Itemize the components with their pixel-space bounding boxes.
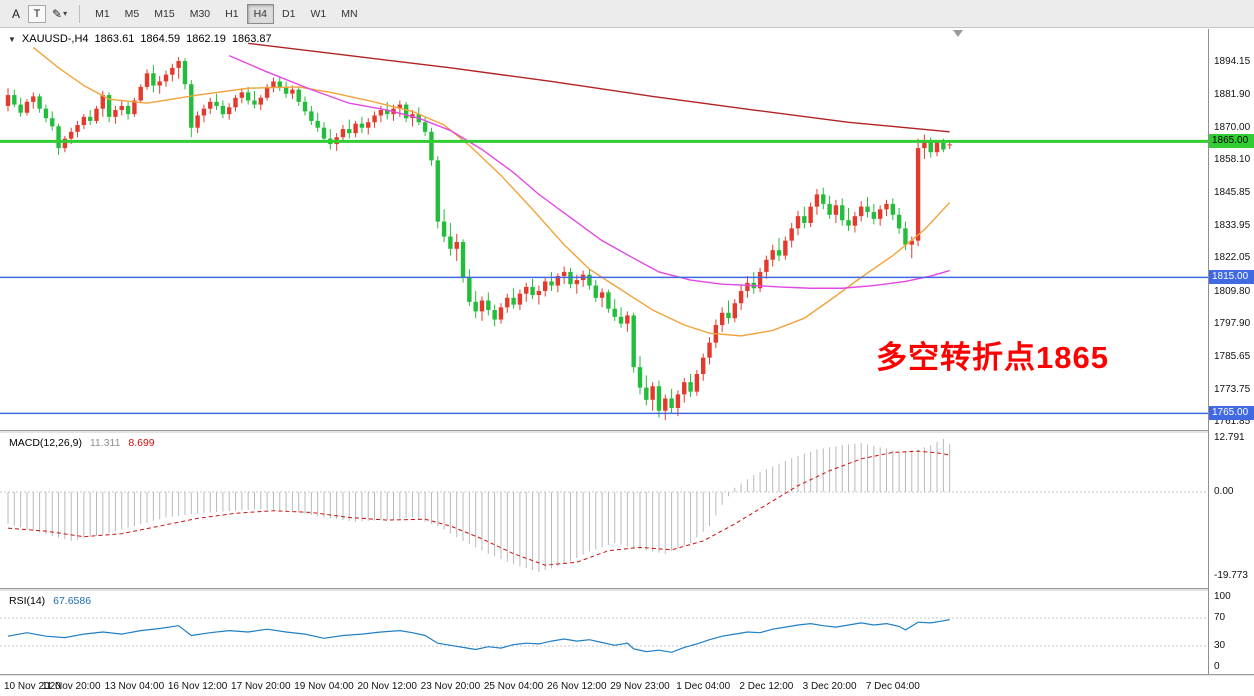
ma-fast-orange xyxy=(32,46,951,337)
ma-slow-darkred xyxy=(248,42,950,133)
timeframe-button-m5[interactable]: M5 xyxy=(124,7,140,20)
time-axis[interactable]: 10 Nov 2020 11 Nov 20:00 13 Nov 04:00 16 No… xyxy=(0,677,1208,696)
macd-signal-value: 8.699 xyxy=(128,437,155,449)
price-axis[interactable]: 1894.15 1881.90 1870.00 1858.10 1845.85 1833.… xyxy=(1208,29,1254,674)
timeframe-group: M1 M5 M15 M30 H1 H4 D1 W1 MN xyxy=(88,3,364,24)
time-axis-label: 19 Nov 04:00 xyxy=(294,681,354,692)
price-axis-label: 1822.05 xyxy=(1214,252,1251,264)
macd-panel[interactable] xyxy=(0,434,1208,588)
panel-separator[interactable] xyxy=(0,588,1254,592)
time-axis-label: 23 Nov 20:00 xyxy=(420,681,481,692)
rsi-panel[interactable] xyxy=(0,592,1208,674)
rsi-axis-label: 0 xyxy=(1214,661,1220,672)
ohlc-open: 1863.61 xyxy=(94,33,135,45)
symbol-timeframe-label: XAUUSD-,H4 xyxy=(21,33,89,45)
time-axis-label: 16 Nov 12:00 xyxy=(167,681,228,692)
price-axis-label: 1797.90 xyxy=(1214,317,1251,329)
timeframe-button-m30[interactable]: M30 xyxy=(189,7,211,20)
time-axis-label: 26 Nov 12:00 xyxy=(547,681,607,692)
price-axis-label: 1845.85 xyxy=(1214,187,1251,199)
timeframe-button-w1[interactable]: W1 xyxy=(310,7,327,20)
rsi-value: 67.6586 xyxy=(53,595,92,607)
price-axis-label: 1773.75 xyxy=(1214,383,1251,395)
ohlc-high: 1864.59 xyxy=(140,33,181,45)
rsi-axis-label: 30 xyxy=(1214,640,1226,651)
timeframe-button-mn[interactable]: MN xyxy=(341,7,358,20)
draw-tool-button[interactable]: ✎ ▾ xyxy=(48,4,71,24)
panel-separator[interactable] xyxy=(0,674,1254,677)
text-tool-button[interactable]: T xyxy=(28,4,46,23)
time-axis-label: 3 Dec 20:00 xyxy=(802,681,857,692)
time-axis-label: 13 Nov 04:00 xyxy=(104,681,165,692)
macd-indicator-label: MACD(12,26,9) 11.311 8.699 xyxy=(9,437,155,449)
chevron-down-icon: ▾ xyxy=(63,9,68,18)
candlestick-chart[interactable] xyxy=(0,29,1208,430)
rsi-axis-label: 100 xyxy=(1214,591,1231,602)
panel-separator[interactable] xyxy=(0,430,1254,434)
chart-symbol-header: ▼ XAUUSD-,H4 1863.61 1864.59 1862.19 186… xyxy=(8,33,272,45)
rsi-name: RSI(14) xyxy=(9,595,46,607)
price-axis-label: 1761.85 xyxy=(1214,416,1251,427)
chart-annotation[interactable]: 多空转折点1865 xyxy=(876,340,1109,375)
time-axis-label: 25 Nov 04:00 xyxy=(483,681,544,692)
hline-price-label: 1815.00 xyxy=(1209,270,1254,285)
time-axis-label: 10 Nov 2020 xyxy=(4,681,61,692)
time-axis-label: 29 Nov 23:00 xyxy=(610,681,670,692)
rsi-indicator-label: RSI(14) 67.6586 xyxy=(9,595,91,607)
toolbar: A T ✎ ▾ M1 M5 M15 M30 H1 H4 D1 W1 MN xyxy=(0,0,1254,28)
hline-price-label: 1865.00 xyxy=(1209,134,1254,149)
macd-axis-label: 0.00 xyxy=(1214,486,1234,497)
price-axis-label: 1870.00 xyxy=(1214,121,1251,133)
timeframe-button-m1[interactable]: M1 xyxy=(95,7,110,20)
timeframe-button-h1[interactable]: H1 xyxy=(225,7,239,20)
time-axis-label: 1 Dec 04:00 xyxy=(676,681,731,692)
tool-a-button[interactable]: A xyxy=(6,4,26,24)
macd-axis-label: -19.773 xyxy=(1214,570,1248,582)
price-axis-label: 1785.65 xyxy=(1214,351,1251,363)
price-axis-label: 1809.80 xyxy=(1214,285,1251,297)
ma-mid-magenta xyxy=(228,54,950,289)
tool-a-label: A xyxy=(11,6,20,21)
hline-price-label: 1765.00 xyxy=(1209,406,1254,421)
chart-shift-marker[interactable] xyxy=(953,30,963,37)
macd-name: MACD(12,26,9) xyxy=(9,437,82,449)
time-axis-label: 17 Nov 20:00 xyxy=(231,681,291,692)
ohlc-low: 1862.19 xyxy=(186,33,226,45)
macd-axis-label: 12.791 xyxy=(1214,431,1245,443)
ohlc-close: 1863.87 xyxy=(231,33,272,45)
timeframe-button-m15[interactable]: M15 xyxy=(154,7,175,20)
symbol-dropdown-icon[interactable]: ▼ xyxy=(8,34,16,44)
price-axis-label: 1858.10 xyxy=(1214,154,1251,166)
time-axis-label: 11 Nov 20:00 xyxy=(41,681,101,692)
price-axis-label: 1881.90 xyxy=(1214,89,1251,101)
time-axis-label: 2 Dec 12:00 xyxy=(739,681,794,692)
price-axis-label: 1894.15 xyxy=(1214,56,1251,67)
rsi-axis-label: 70 xyxy=(1214,612,1226,623)
timeframe-button-d1[interactable]: D1 xyxy=(282,7,296,20)
macd-main-value: 11.311 xyxy=(89,437,121,449)
time-axis-label: 7 Dec 04:00 xyxy=(865,681,920,692)
pencil-icon: ✎ xyxy=(52,6,63,21)
price-axis-label: 1833.95 xyxy=(1214,219,1251,231)
text-tool-label: T xyxy=(33,7,41,20)
time-axis-label: 20 Nov 12:00 xyxy=(357,681,417,692)
timeframe-button-h4[interactable]: H4 xyxy=(246,3,275,24)
toolbar-divider xyxy=(79,4,81,23)
